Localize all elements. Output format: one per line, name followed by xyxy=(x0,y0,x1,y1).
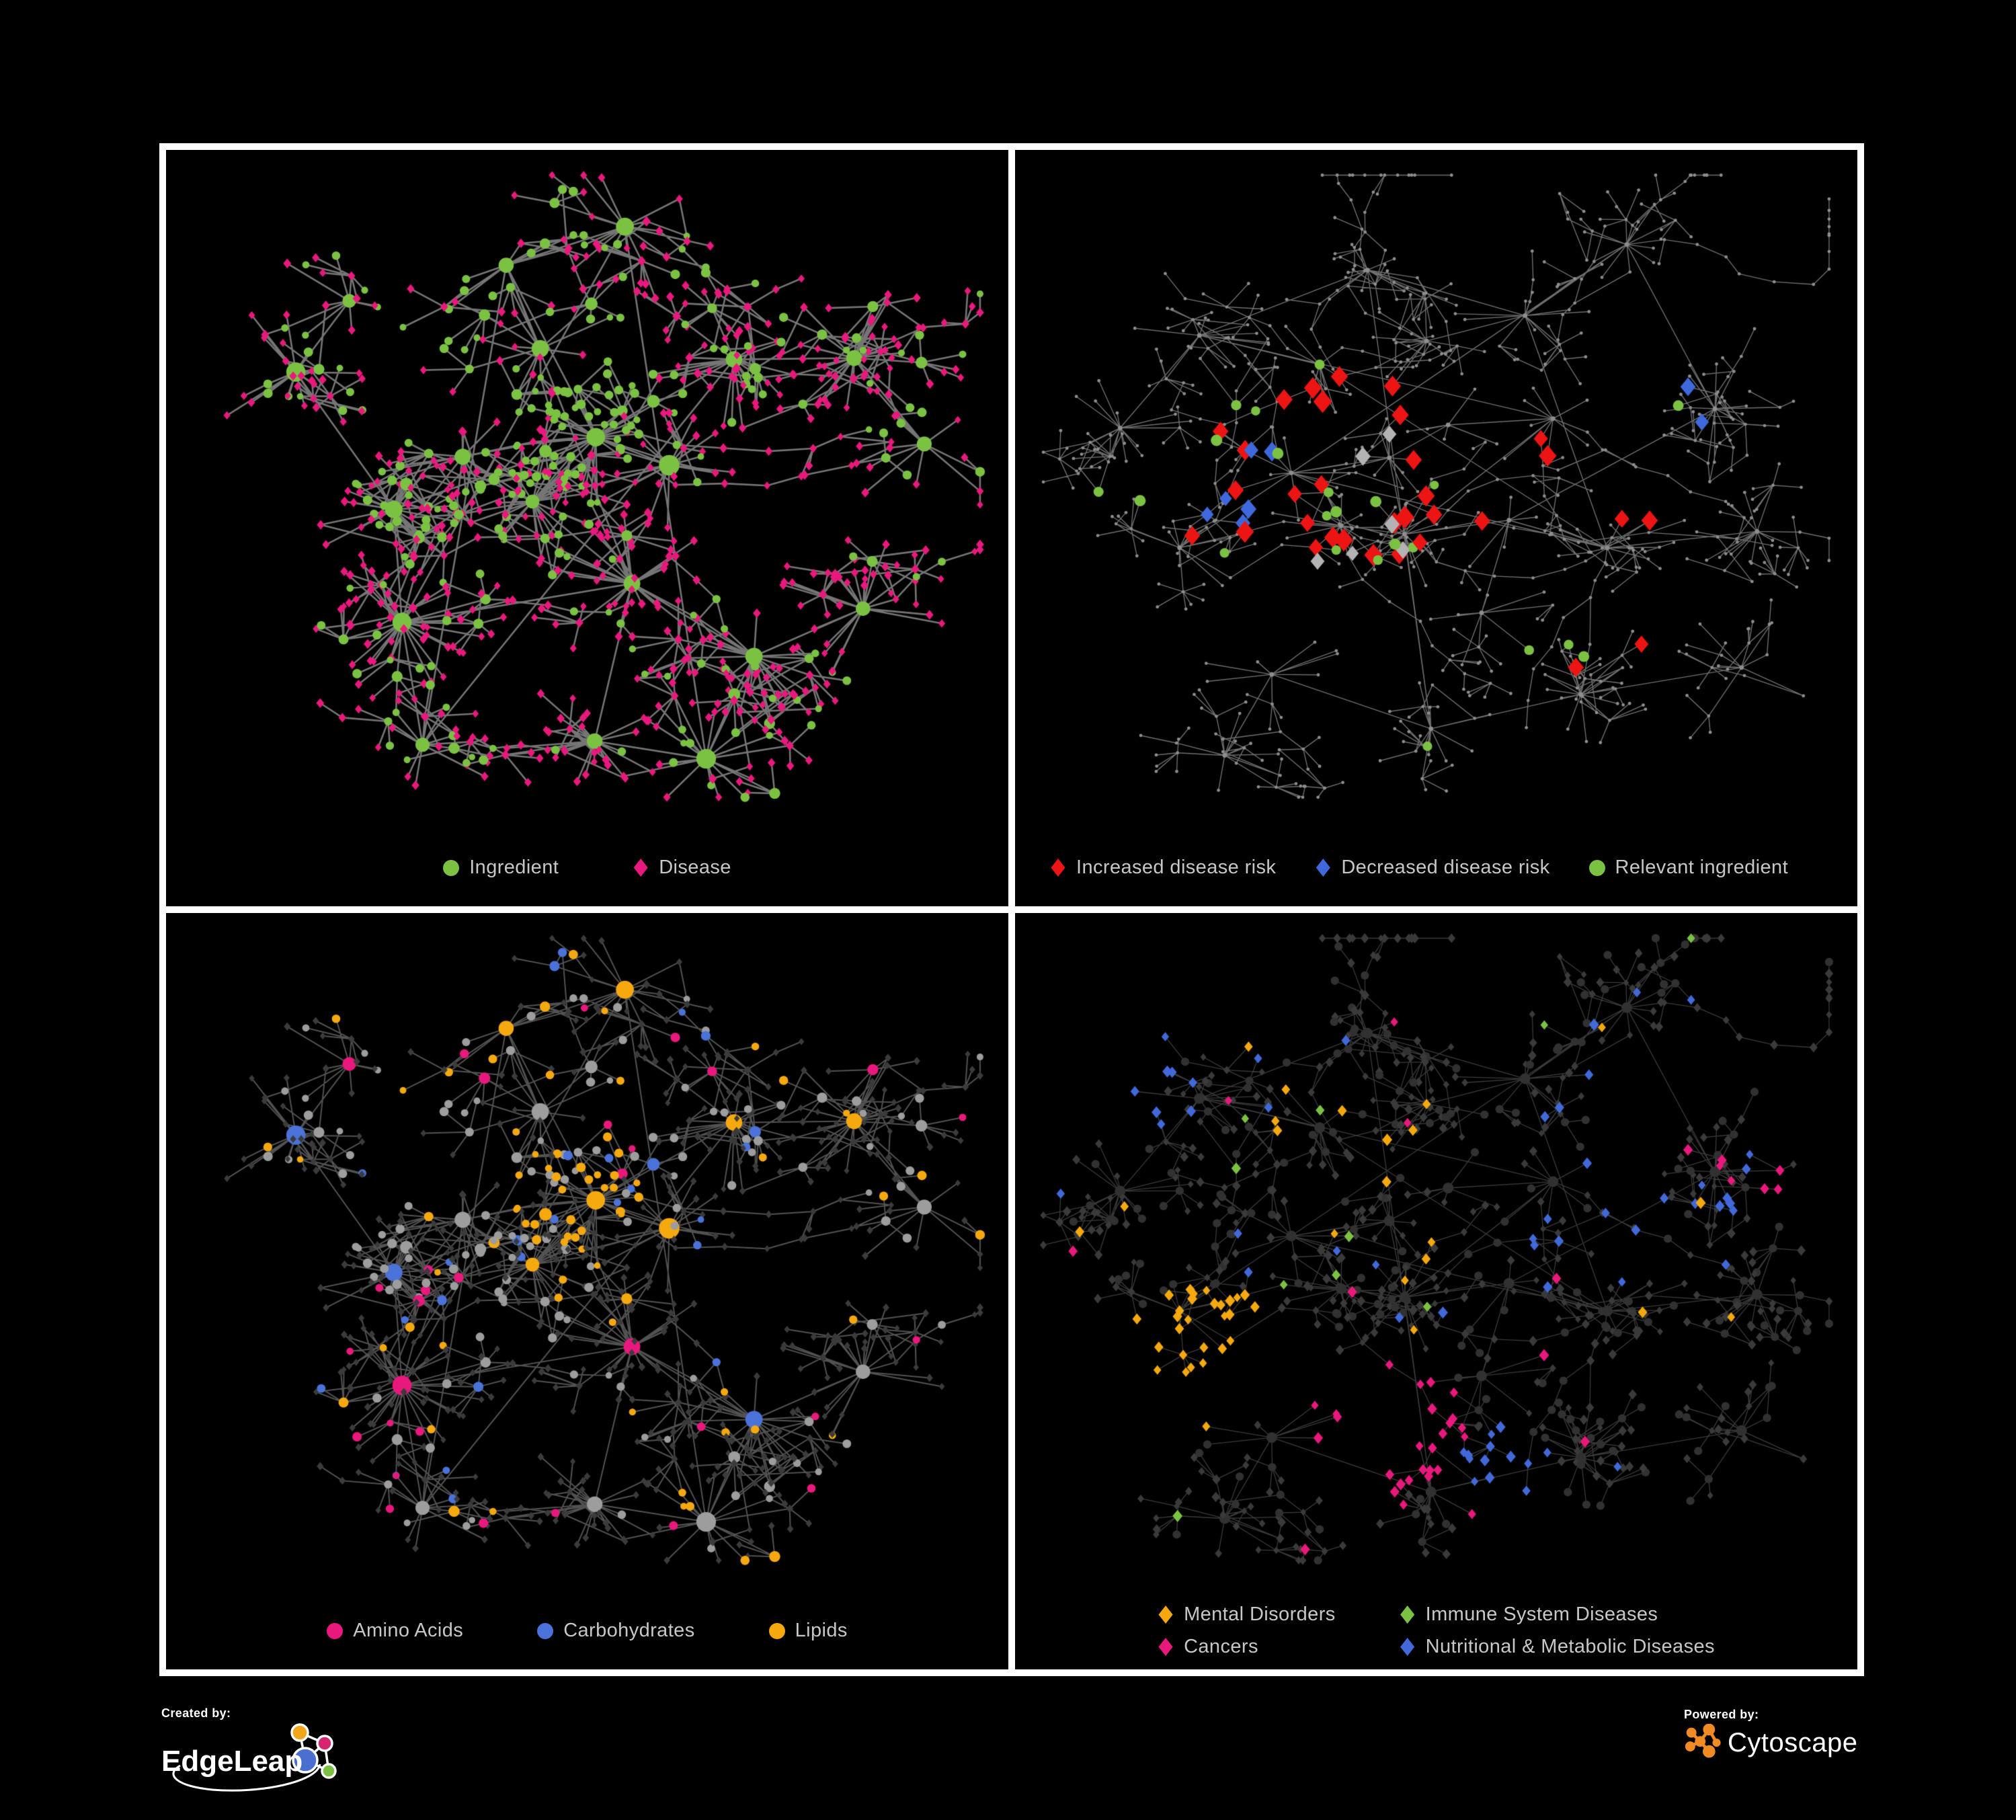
edgeleap-logo: EdgeLeap xyxy=(161,1723,337,1792)
cytoscape-credit: Powered by: Cytoscape xyxy=(1684,1708,1857,1762)
powered-by-label: Powered by: xyxy=(1684,1708,1759,1721)
legend-label: Increased disease risk xyxy=(1076,857,1277,878)
edgeleap-logo-icon xyxy=(290,1723,337,1779)
panel-macronutrient-class-network: Amino Acids Carbohydrates Lipids xyxy=(166,913,1008,1669)
panel-disease-category-network: Mental Disorders Immune System Diseases Ca… xyxy=(1015,913,1857,1669)
increased-disease-risk-diamond-icon xyxy=(1051,859,1065,877)
legend-item-decreased-disease-risk: Decreased disease risk xyxy=(1315,857,1549,879)
amino-acids-circle-icon xyxy=(327,1622,344,1639)
ingredient-disease-network-canvas xyxy=(166,150,1008,829)
legend-label: Cancers xyxy=(1184,1636,1258,1657)
disease-category-network-canvas xyxy=(1015,913,1857,1592)
panel-disease-risk-network: Increased disease risk Decreased disease … xyxy=(1015,150,1857,906)
created-by-label: Created by: xyxy=(161,1706,231,1720)
legend-item-increased-disease-risk: Increased disease risk xyxy=(1050,857,1276,879)
legend-item-amino-acids: Amino Acids xyxy=(327,1620,463,1642)
cytoscape-logo-icon xyxy=(1685,1724,1721,1758)
macronutrient-class-network-legend: Amino Acids Carbohydrates Lipids xyxy=(166,1592,1008,1669)
legend-label: Amino Acids xyxy=(353,1620,464,1641)
carbohydrates-circle-icon xyxy=(537,1622,554,1639)
disease-category-network-legend: Mental Disorders Immune System Diseases Ca… xyxy=(1015,1592,1857,1669)
legend-item-immune-system-diseases: Immune System Diseases xyxy=(1400,1604,1715,1626)
decreased-disease-risk-diamond-icon xyxy=(1316,859,1330,877)
edgeleap-swoosh xyxy=(172,1764,321,1792)
legend-item-carbohydrates: Carbohydrates xyxy=(537,1620,694,1642)
legend-item-nutritional-metabolic-diseases: Nutritional & Metabolic Diseases xyxy=(1400,1636,1715,1658)
mental-disorders-diamond-icon xyxy=(1158,1606,1173,1624)
legend-label: Immune System Diseases xyxy=(1425,1604,1658,1625)
legend-item-disease: Disease xyxy=(633,857,731,879)
lipids-circle-icon xyxy=(768,1622,785,1639)
nutritional-metabolic-diseases-diamond-icon xyxy=(1400,1638,1415,1656)
legend-label: Ingredient xyxy=(469,857,559,878)
disease-diamond-icon xyxy=(633,859,648,877)
figure-grid: Ingredient Disease Increased disease risk D… xyxy=(159,143,1864,1676)
panel-ingredient-disease-network: Ingredient Disease xyxy=(166,150,1008,906)
legend-label: Disease xyxy=(659,857,731,878)
legend-item-ingredient: Ingredient xyxy=(443,857,559,879)
immune-system-diseases-diamond-icon xyxy=(1400,1606,1415,1624)
legend-label: Mental Disorders xyxy=(1184,1604,1336,1625)
legend-label: Carbohydrates xyxy=(563,1620,695,1641)
edgeleap-credit: Created by: EdgeLeap xyxy=(161,1706,337,1796)
cytoscape-wordmark: Cytoscape xyxy=(1728,1727,1858,1757)
relevant-ingredient-circle-icon xyxy=(1588,859,1605,876)
disease-risk-network-canvas xyxy=(1015,150,1857,829)
legend-label: Lipids xyxy=(795,1620,848,1641)
ingredient-disease-network-legend: Ingredient Disease xyxy=(166,829,1008,906)
cancers-diamond-icon xyxy=(1158,1638,1173,1656)
legend-item-lipids: Lipids xyxy=(768,1620,848,1642)
edgeleap-wordmark: EdgeLeap xyxy=(161,1745,303,1778)
legend-item-relevant-ingredient: Relevant ingredient xyxy=(1588,857,1789,879)
ingredient-circle-icon xyxy=(443,859,460,876)
legend-item-cancers: Cancers xyxy=(1158,1636,1336,1658)
disease-risk-network-legend: Increased disease risk Decreased disease … xyxy=(1015,829,1857,906)
legend-item-mental-disorders: Mental Disorders xyxy=(1158,1604,1336,1626)
legend-label: Relevant ingredient xyxy=(1615,857,1789,878)
macronutrient-class-network-canvas xyxy=(166,913,1008,1592)
legend-label: Nutritional & Metabolic Diseases xyxy=(1425,1636,1715,1657)
legend-label: Decreased disease risk xyxy=(1341,857,1550,878)
